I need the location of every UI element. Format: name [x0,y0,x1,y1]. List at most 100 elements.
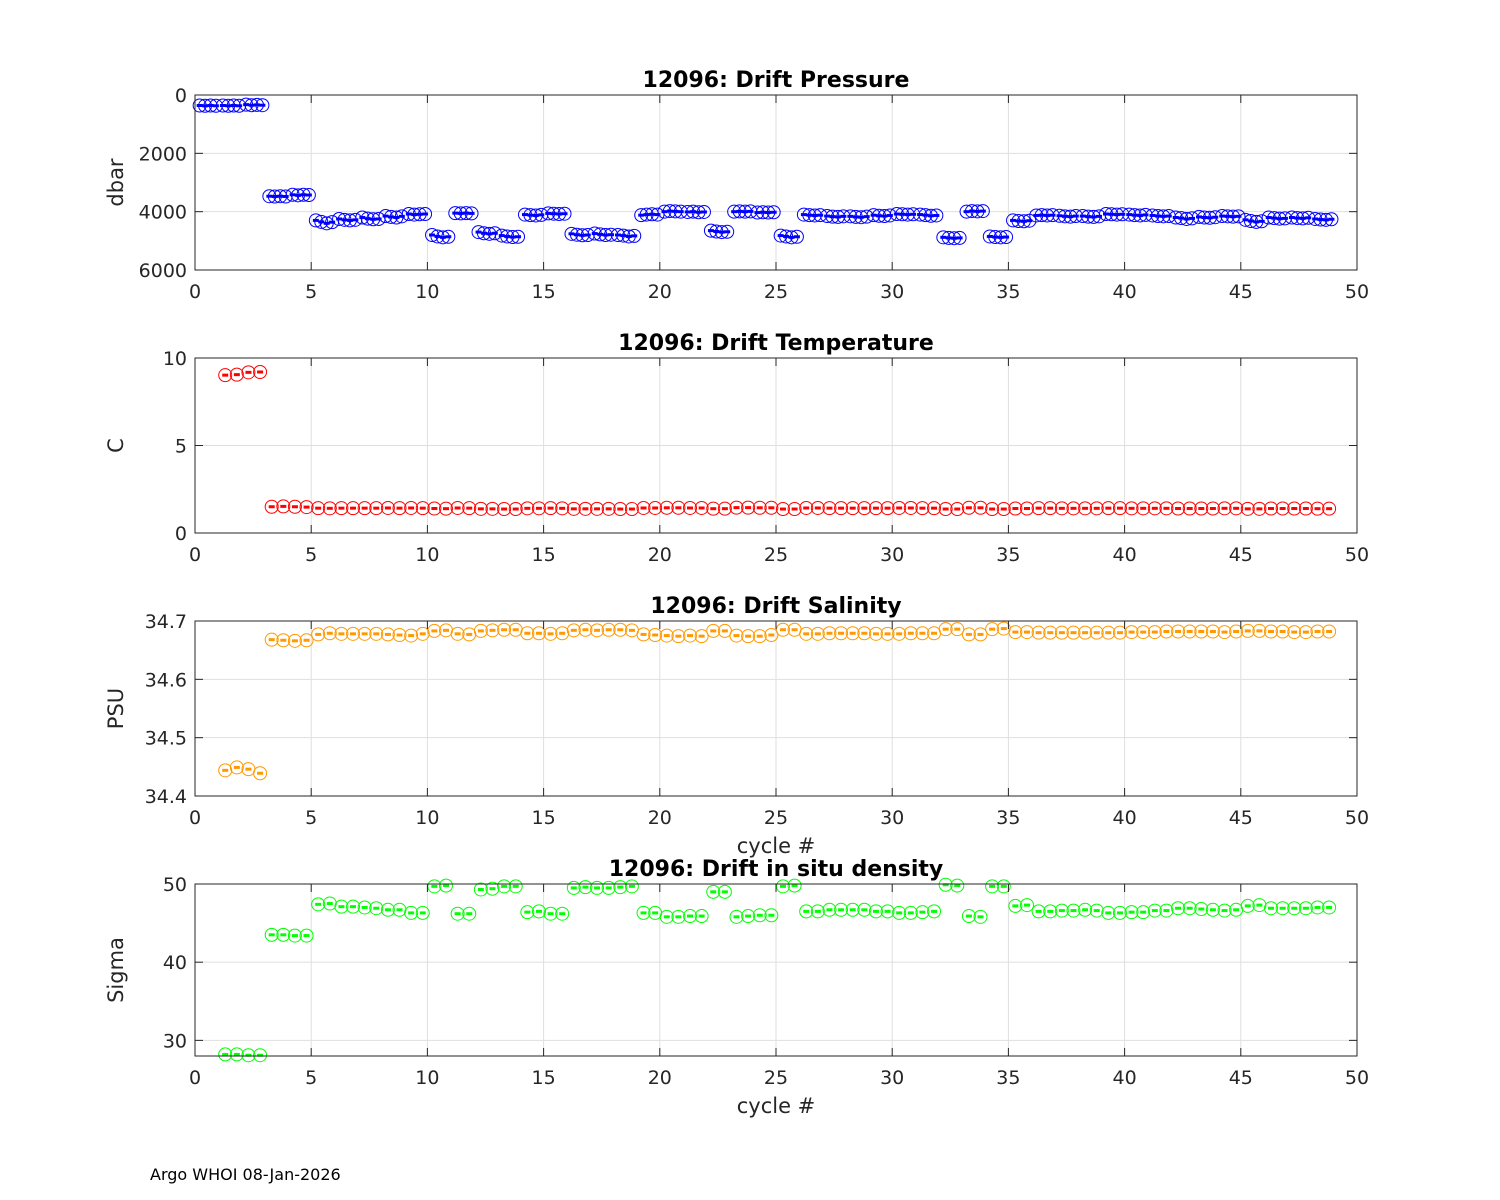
x-tick-label: 10 [415,544,439,566]
data-point [334,501,349,516]
y-tick-label: 2000 [139,143,187,165]
data-point [276,499,291,514]
data-point [822,501,837,516]
data-point [415,501,430,516]
data-point [915,626,930,641]
data-point [985,502,1000,517]
data-point [1275,901,1290,916]
data-point [346,899,361,914]
data-point [543,906,558,921]
data-point [1287,625,1302,640]
data-point [1089,903,1104,918]
data-point [241,365,256,380]
data-point [975,204,990,219]
chart-title: 12096: Drift Pressure [643,68,910,93]
data-point [857,501,872,516]
data-point [694,500,709,515]
data-point [311,627,326,642]
data-point [427,501,442,516]
data-point [1171,901,1186,916]
data-point [868,904,883,919]
data-point [683,909,698,924]
x-tick-label: 50 [1345,281,1369,303]
data-point [927,904,942,919]
data-point [590,501,605,516]
data-point [578,622,593,637]
data-point [229,367,244,382]
data-point [1310,624,1325,639]
data-point [1322,624,1337,639]
x-tick-label: 20 [648,807,672,829]
data-point [357,900,372,915]
data-point [1240,898,1255,913]
data-point [648,500,663,515]
data-point [508,502,523,517]
data-point [1322,900,1337,915]
y-axis-label: PSU [104,688,128,729]
x-tick-label: 10 [415,807,439,829]
data-point [717,884,732,899]
data-point [996,879,1011,894]
data-point [810,626,825,641]
data-point [613,880,628,895]
data-point [1112,501,1127,516]
data-point [1008,898,1023,913]
x-tick-label: 20 [648,544,672,566]
data-point [590,623,605,638]
x-tick-label: 30 [880,1067,904,1089]
data-point [810,904,825,919]
data-point [659,628,674,643]
chart-title: 12096: Drift Salinity [650,594,901,619]
data-point [1124,905,1139,920]
data-point [348,212,363,227]
data-point [1159,624,1174,639]
data-point [717,501,732,516]
data-point [892,500,907,515]
data-point [1124,501,1139,516]
data-point [464,206,479,221]
data-point [624,502,639,517]
data-point [264,499,279,514]
data-point [764,628,779,642]
data-point [938,622,953,637]
data-point [566,880,581,895]
x-tick-label: 5 [305,281,317,303]
data-point [834,902,849,917]
data-point [822,626,837,641]
data-point [438,501,453,516]
data-point [1159,501,1174,516]
data-point [1031,904,1046,919]
data-point [1275,624,1290,639]
x-tick-label: 0 [189,807,201,829]
x-tick-label: 0 [189,1067,201,1089]
x-tick-label: 40 [1113,1067,1137,1089]
data-point [1194,624,1209,639]
data-point [299,928,314,943]
x-tick-label: 30 [880,281,904,303]
data-point [961,627,976,642]
data-point [555,501,570,516]
data-point [1159,903,1174,918]
data-point [1298,901,1313,916]
data-point [276,633,291,648]
panel-3: 0 5 10 15 20 25 30 35 40 45 50 34.4 34.5 34.6 34.7 1209… [104,594,1369,858]
x-tick-label: 25 [764,544,788,566]
data-point [810,500,825,515]
x-tick-label: 5 [305,1067,317,1089]
data-point [671,629,686,644]
data-point [278,189,293,204]
data-point [1182,624,1197,639]
data-point [613,622,628,637]
x-tick-label: 35 [996,1067,1020,1089]
data-point [1298,625,1313,640]
data-point [961,909,976,924]
chart-title: 12096: Drift in situ density [609,857,944,882]
data-point [1112,905,1127,920]
x-tick-label: 15 [532,281,556,303]
x-tick-label: 0 [189,281,201,303]
data-point [1066,625,1081,640]
data-point [1287,501,1302,516]
x-tick-label: 30 [880,544,904,566]
data-point [1287,901,1302,916]
data-point [880,501,895,516]
